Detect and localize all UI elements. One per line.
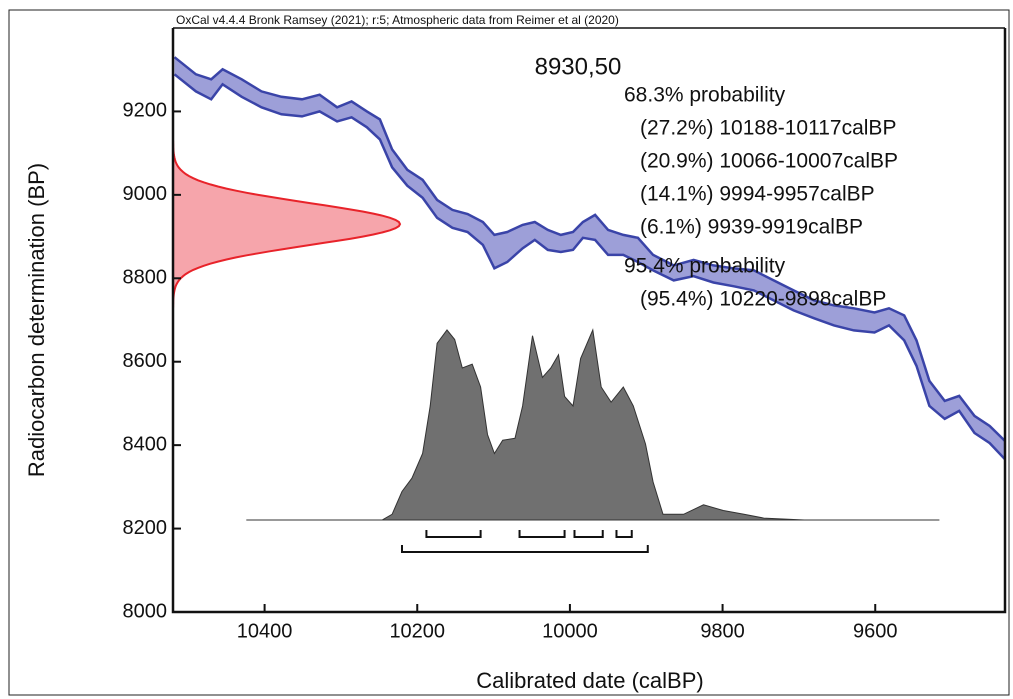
y-tick-label: 8200 <box>123 517 168 539</box>
x-tick-label: 10400 <box>237 620 293 642</box>
curve-band <box>174 57 1005 460</box>
y-tick-label: 9000 <box>123 183 168 205</box>
range-bracket <box>573 530 604 538</box>
range-bracket <box>518 530 566 538</box>
x-tick-label: 9800 <box>700 620 745 642</box>
y-tick-label: 8600 <box>123 350 168 372</box>
c14-distribution <box>173 140 400 308</box>
y-tick-label: 9200 <box>123 100 168 122</box>
range-bracket <box>615 530 633 538</box>
c14-outline <box>172 140 402 308</box>
probability-heading: 95.4% probability <box>624 255 786 278</box>
frame <box>8 9 1010 696</box>
range-label: (95.4%) 10220-9898calBP <box>640 288 886 311</box>
range-label: (6.1%) 9939-9919calBP <box>640 216 863 239</box>
x-tick-label: 10000 <box>542 620 598 642</box>
calibrated-distribution <box>246 328 940 521</box>
y-tick-label: 8400 <box>123 433 168 455</box>
y-axis-label: Radiocarbon determination (BP) <box>24 163 49 477</box>
range-bracket <box>425 530 482 538</box>
range-bracket <box>400 545 649 553</box>
range-label: (14.1%) 9994-9957calBP <box>640 183 875 206</box>
range-label: (27.2%) 10188-10117calBP <box>640 117 896 140</box>
header: OxCal v4.4.4 Bronk Ramsey (2021); r:5; A… <box>176 13 619 27</box>
plot-area <box>172 56 1006 553</box>
curve-upper <box>173 56 1006 442</box>
x-tick-label: 9600 <box>853 620 898 642</box>
curve-lower <box>173 73 1006 461</box>
y-tick-label: 8800 <box>123 267 168 289</box>
x-axis-label: Calibrated date (calBP) <box>476 668 703 693</box>
axes <box>171 28 1007 614</box>
chart-title: 8930,50 <box>535 53 622 80</box>
range-label: (20.9%) 10066-10007calBP <box>640 150 898 173</box>
probability-heading: 68.3% probability <box>624 84 786 107</box>
x-tick-label: 10200 <box>389 620 445 642</box>
y-tick-label: 8000 <box>123 600 168 622</box>
